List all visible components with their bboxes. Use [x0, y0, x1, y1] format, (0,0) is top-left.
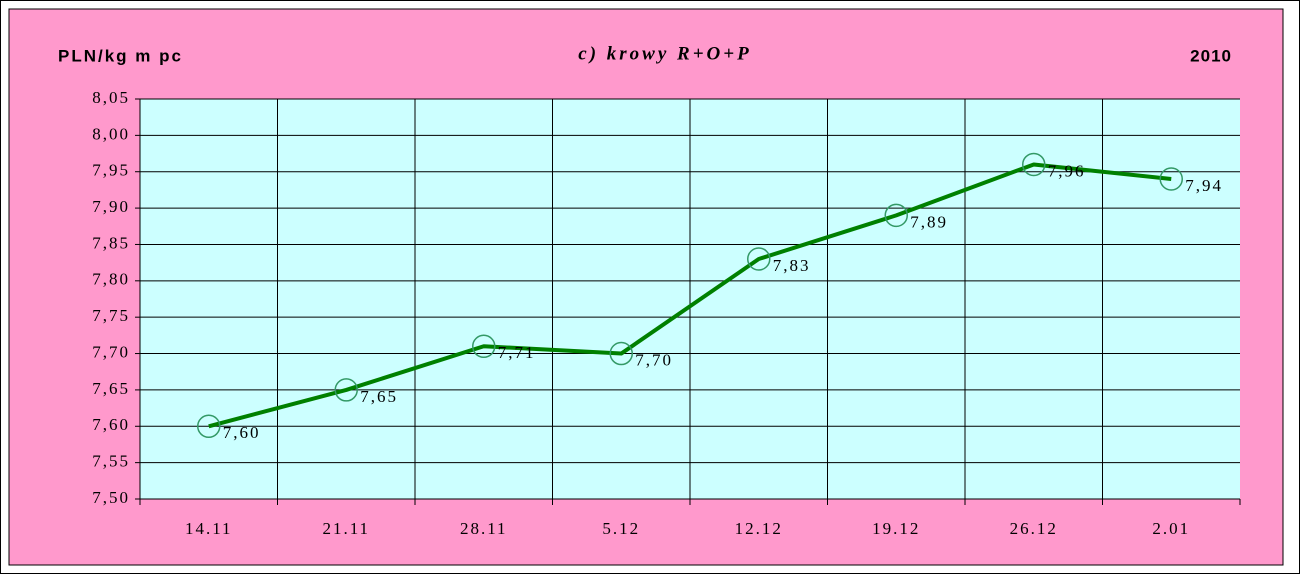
marker [884, 203, 908, 228]
data-label: 7,89 [910, 212, 948, 231]
x-tick-label: 19.12 [872, 519, 920, 538]
x-tick-label: 21.11 [322, 519, 370, 538]
y-tick-label: 7,80 [92, 270, 130, 289]
x-tick-label: 2.01 [1152, 519, 1190, 538]
data-label: 7,65 [360, 387, 398, 406]
y-tick-label: 7,55 [92, 452, 130, 471]
y-tick-label: 7,85 [92, 233, 130, 252]
marker [197, 414, 221, 439]
data-label: 7,71 [498, 343, 536, 362]
y-tick-label: 8,00 [92, 124, 130, 143]
marker [334, 378, 358, 402]
chart-title: c) krowy R+O+P [578, 43, 751, 64]
marker [747, 247, 771, 271]
marker [1159, 167, 1183, 191]
y-tick-label: 7,60 [92, 415, 130, 434]
marker [472, 334, 496, 359]
year-label: 2010 [1190, 46, 1232, 65]
data-label: 7,83 [773, 256, 811, 275]
data-label: 7,94 [1185, 176, 1223, 195]
x-tick-label: 14.11 [185, 519, 233, 538]
y-tick-label: 7,95 [92, 161, 130, 180]
x-tick-label: 28.11 [460, 519, 508, 538]
data-label: 7,70 [635, 350, 673, 369]
data-label: 7,60 [223, 423, 261, 442]
marker [609, 341, 633, 366]
y-tick-label: 7,90 [92, 197, 130, 216]
x-tick-label: 5.12 [602, 519, 640, 538]
y-tick-label: 7,75 [92, 306, 130, 325]
data-label: 7,96 [1048, 161, 1086, 180]
x-tick-label: 12.12 [735, 519, 783, 538]
line [208, 162, 1172, 429]
y-tick-label: 7,70 [92, 342, 130, 361]
y-tick-label: 7,50 [92, 488, 130, 507]
y-tick-label: 7,65 [92, 379, 130, 398]
y-tick-label: 8,05 [92, 88, 130, 107]
marker [1022, 152, 1046, 177]
x-tick-label: 26.12 [1010, 519, 1058, 538]
y-axis-label: PLN/kg m pc [58, 46, 183, 65]
